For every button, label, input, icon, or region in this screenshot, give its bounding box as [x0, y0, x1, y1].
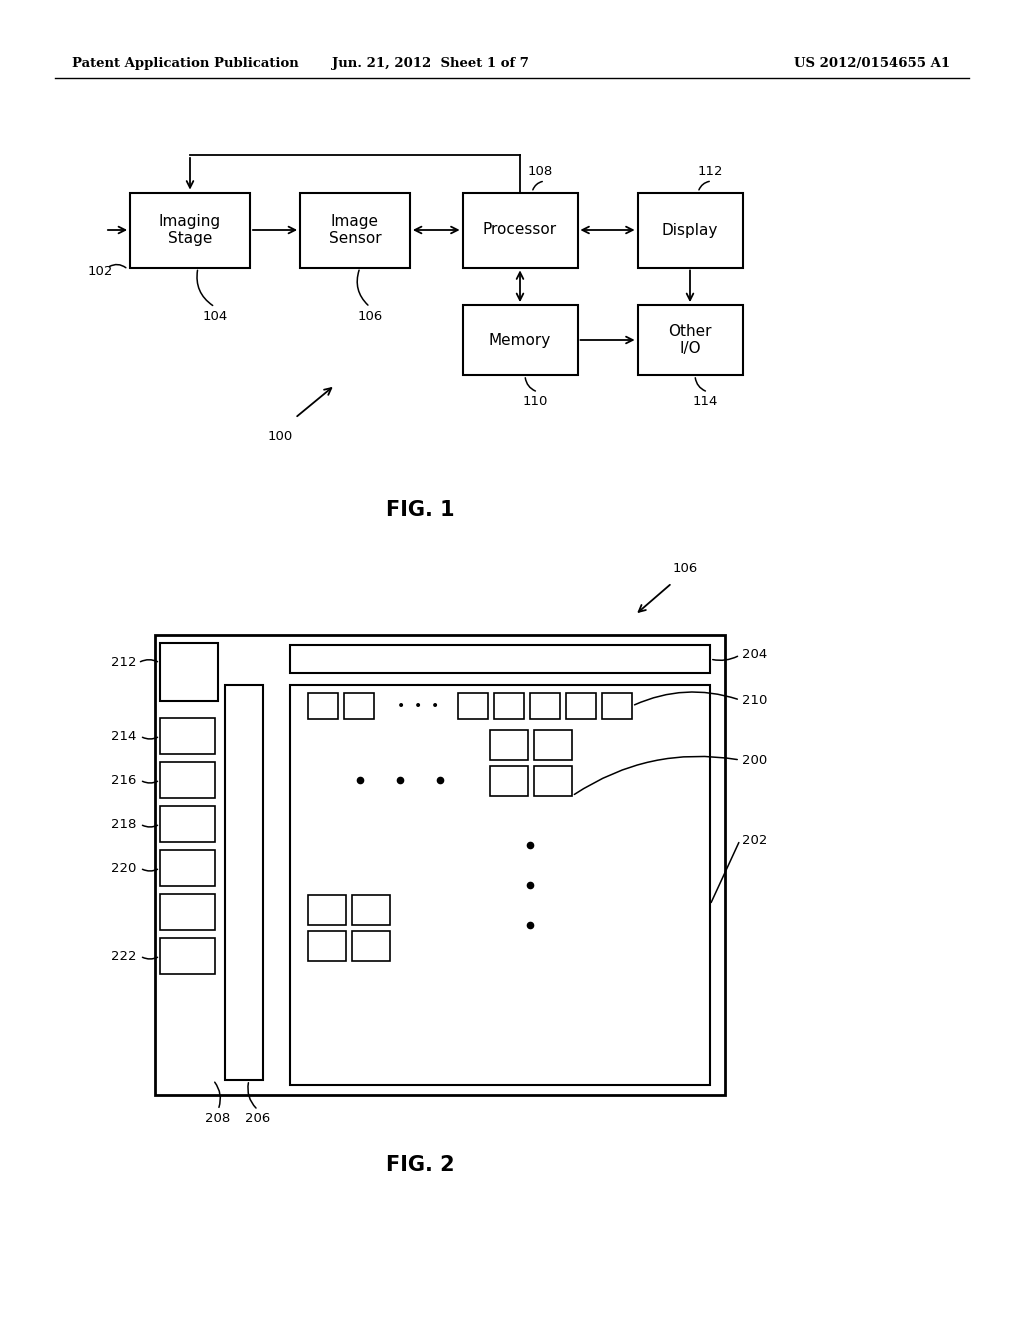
- Text: 106: 106: [673, 562, 697, 576]
- Bar: [352, 895, 390, 925]
- Bar: [160, 807, 215, 842]
- Bar: [463, 193, 578, 268]
- Bar: [308, 895, 346, 925]
- Text: 214: 214: [111, 730, 136, 742]
- Text: Jun. 21, 2012  Sheet 1 of 7: Jun. 21, 2012 Sheet 1 of 7: [332, 57, 528, 70]
- Text: 108: 108: [527, 165, 553, 178]
- Text: 102: 102: [87, 265, 113, 279]
- Text: 110: 110: [522, 395, 548, 408]
- Text: 210: 210: [742, 693, 767, 706]
- Text: Processor: Processor: [483, 223, 557, 238]
- Text: FIG. 1: FIG. 1: [386, 500, 455, 520]
- Bar: [534, 730, 572, 760]
- Bar: [344, 693, 374, 719]
- Text: 204: 204: [742, 648, 767, 661]
- Bar: [290, 645, 710, 673]
- Text: 106: 106: [357, 310, 383, 323]
- Text: 200: 200: [742, 754, 767, 767]
- Bar: [463, 305, 578, 375]
- Text: US 2012/0154655 A1: US 2012/0154655 A1: [794, 57, 950, 70]
- Text: Patent Application Publication: Patent Application Publication: [72, 57, 299, 70]
- Bar: [290, 685, 710, 1085]
- Text: 104: 104: [203, 310, 227, 323]
- Text: 206: 206: [246, 1111, 270, 1125]
- Text: 100: 100: [267, 430, 293, 444]
- Text: 212: 212: [111, 656, 136, 669]
- Text: 220: 220: [111, 862, 136, 874]
- Bar: [160, 643, 218, 701]
- Bar: [130, 193, 250, 268]
- Text: Image
Sensor: Image Sensor: [329, 214, 381, 247]
- Bar: [160, 939, 215, 974]
- Text: 216: 216: [111, 774, 136, 787]
- Text: 208: 208: [206, 1111, 230, 1125]
- Text: Memory: Memory: [488, 333, 551, 347]
- Text: Display: Display: [662, 223, 718, 238]
- Bar: [352, 931, 390, 961]
- Bar: [490, 766, 528, 796]
- Bar: [602, 693, 632, 719]
- Text: 114: 114: [692, 395, 718, 408]
- Bar: [494, 693, 524, 719]
- Text: 222: 222: [111, 949, 136, 962]
- Bar: [566, 693, 596, 719]
- Bar: [308, 693, 338, 719]
- Bar: [160, 718, 215, 754]
- Text: Other
I/O: Other I/O: [669, 323, 712, 356]
- Text: 112: 112: [697, 165, 723, 178]
- Bar: [638, 305, 742, 375]
- Text: 218: 218: [111, 817, 136, 830]
- Text: FIG. 2: FIG. 2: [386, 1155, 455, 1175]
- Bar: [155, 635, 725, 1096]
- Bar: [458, 693, 488, 719]
- Bar: [490, 730, 528, 760]
- Bar: [530, 693, 560, 719]
- Bar: [160, 894, 215, 931]
- Text: 202: 202: [742, 833, 767, 846]
- Bar: [300, 193, 410, 268]
- Bar: [225, 685, 263, 1080]
- Bar: [308, 931, 346, 961]
- Text: •  •  •: • • •: [397, 700, 439, 713]
- Bar: [638, 193, 742, 268]
- Bar: [160, 850, 215, 886]
- Bar: [160, 762, 215, 799]
- Text: Imaging
Stage: Imaging Stage: [159, 214, 221, 247]
- Bar: [534, 766, 572, 796]
